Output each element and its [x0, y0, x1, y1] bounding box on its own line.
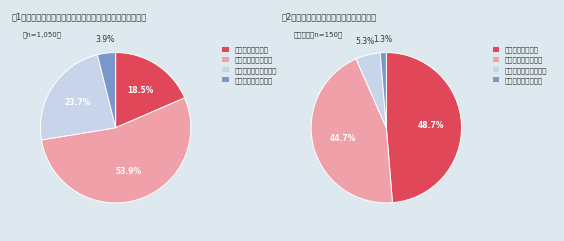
Wedge shape	[116, 53, 184, 128]
Text: 23.7%: 23.7%	[65, 99, 91, 107]
Text: 1.3%: 1.3%	[373, 34, 393, 44]
Wedge shape	[311, 59, 393, 203]
Text: 5.3%: 5.3%	[355, 37, 374, 46]
Legend: 確かにあてはまる, 何となくあてはまる, あまりあてはまらない, 全くあてはまらない: 確かにあてはまる, 何となくあてはまる, あまりあてはまらない, 全くあてはまら…	[222, 47, 277, 84]
Wedge shape	[386, 53, 461, 203]
Wedge shape	[356, 53, 386, 128]
Text: 3.9%: 3.9%	[95, 35, 114, 44]
Legend: 確かにあてはまる, 何となくあてはまる, あまりあてはまらない, 全くあてはまらない: 確かにあてはまる, 何となくあてはまる, あまりあてはまらない, 全くあてはまら…	[493, 47, 548, 84]
Text: 図2　大人になったら新聞を読んでいたい: 図2 大人になったら新聞を読んでいたい	[282, 12, 377, 21]
Wedge shape	[41, 55, 116, 140]
Text: 18.5%: 18.5%	[127, 86, 153, 94]
Wedge shape	[98, 53, 116, 128]
Text: 53.9%: 53.9%	[115, 167, 142, 175]
Text: 図1　新聞には自分の想像や興味の範囲を超えた発見がある: 図1 新聞には自分の想像や興味の範囲を超えた発見がある	[11, 12, 147, 21]
Text: （n=1,050）: （n=1,050）	[23, 31, 61, 38]
Text: 44.7%: 44.7%	[329, 134, 356, 143]
Text: （未成年・n=150）: （未成年・n=150）	[293, 31, 342, 38]
Text: 48.7%: 48.7%	[418, 121, 444, 130]
Wedge shape	[380, 53, 386, 128]
Wedge shape	[41, 98, 191, 203]
